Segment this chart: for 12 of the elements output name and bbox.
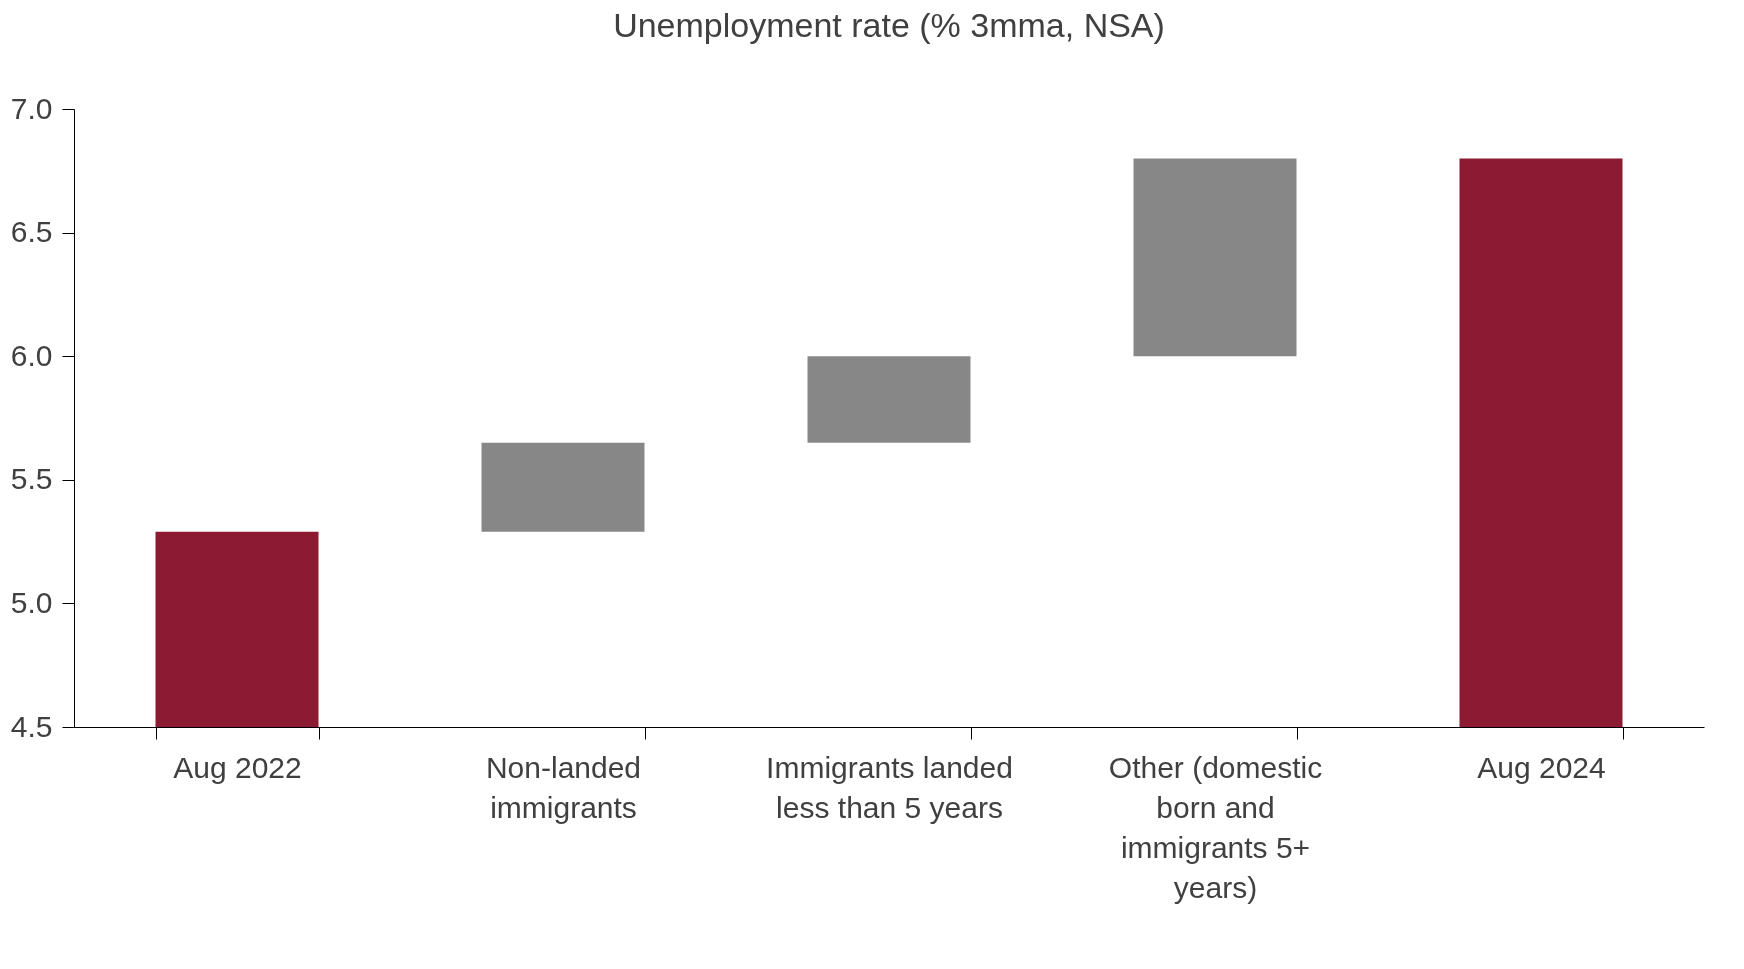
- x-tick-label: Aug 2024: [1477, 750, 1606, 784]
- x-tick-label: Non-landed immigrants: [485, 750, 642, 824]
- y-tick-label: 6.0: [10, 338, 53, 372]
- y-tick-label: 6.5: [10, 215, 53, 249]
- y-tick-label: 7.0: [10, 91, 53, 125]
- x-tick-label: Immigrants landed less than 5 years: [766, 750, 1013, 824]
- y-tick-label: 5.0: [10, 585, 53, 619]
- chart-title: Unemployment rate (% 3mma, NSA): [613, 6, 1165, 44]
- y-tick-label: 5.5: [10, 462, 53, 496]
- x-tick-label: Aug 2022: [173, 750, 302, 784]
- y-tick-label: 4.5: [10, 709, 53, 743]
- x-tick-label: Other (domestic born and immigrants 5+ years): [1108, 750, 1323, 904]
